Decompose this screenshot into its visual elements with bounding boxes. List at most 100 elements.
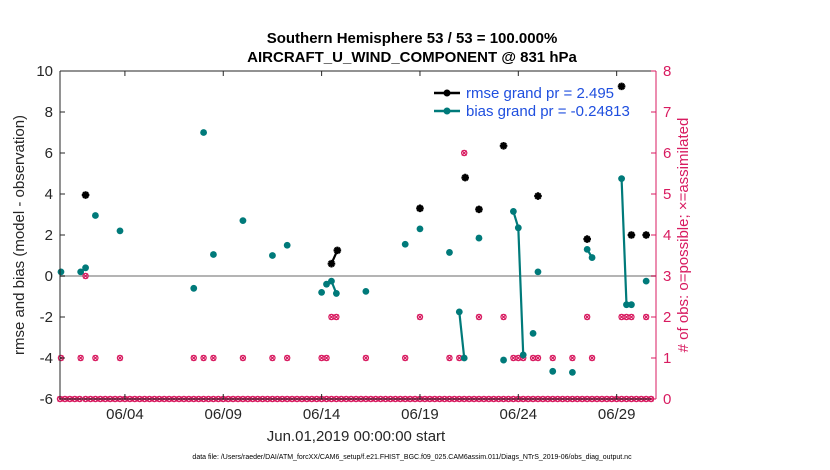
obs-possible-marker <box>82 272 89 280</box>
obs-possible-marker <box>534 354 542 362</box>
bias-point <box>57 268 65 276</box>
bias-point <box>519 351 527 359</box>
obs-possible-marker <box>269 354 276 362</box>
bias-point <box>623 301 630 309</box>
y-right-tick-label: 7 <box>663 104 671 121</box>
data-file-footer: data file: /Users/raeder/DAI/ATM_forcXX/… <box>192 454 632 461</box>
y-left-tick-label: 2 <box>45 227 53 244</box>
bias-point <box>534 268 542 276</box>
bias-point <box>588 254 596 261</box>
obs-assimilated-marker <box>417 314 423 320</box>
obs-possible-marker <box>588 354 596 362</box>
bias-point <box>328 277 335 285</box>
obs-assimilated-marker <box>589 355 595 361</box>
bias-point <box>500 356 507 364</box>
obs-possible-marker <box>333 313 340 321</box>
obs-assimilated-marker <box>328 314 335 320</box>
obs-assimilated-marker <box>628 314 635 320</box>
plot-area <box>56 70 657 403</box>
obs-assimilated-marker <box>643 314 649 320</box>
obs-assimilated-marker <box>456 355 463 361</box>
bias-point <box>475 234 483 242</box>
chart-title-line1: Southern Hemisphere 53 / 53 = 100.000% <box>267 30 558 47</box>
rmse-point-core <box>463 175 468 180</box>
rmse-point-core <box>329 261 334 266</box>
x-axis: 06/04 06/09 06/14 06/19 06/24 06/29 <box>106 71 635 423</box>
obs-assimilated-marker <box>190 355 197 361</box>
legend-bias-marker <box>443 107 451 115</box>
obs-assimilated-marker <box>200 355 207 361</box>
rmse-point-core <box>643 232 649 238</box>
obs-possible-marker <box>362 354 370 362</box>
bias-line <box>458 311 466 359</box>
bias-point <box>455 308 463 316</box>
bias-point <box>92 212 99 219</box>
obs-assimilated-marker <box>82 273 89 279</box>
bias-point <box>401 240 409 248</box>
obs-assimilated-marker <box>476 314 482 320</box>
x-tick-label: 06/19 <box>401 406 439 423</box>
y-left-tick-label: 8 <box>45 104 53 121</box>
obs-assimilated-marker <box>92 355 99 361</box>
obs-assimilated-marker <box>515 355 522 361</box>
y-left-tick-label: 6 <box>45 145 53 162</box>
obs-assimilated-marker <box>284 355 291 361</box>
obs-assimilated-marker <box>584 314 590 320</box>
y-right-tick-label: 1 <box>663 350 671 367</box>
bias-point <box>514 224 522 232</box>
y-left-tick-label: -2 <box>40 309 53 326</box>
rmse-point-core <box>619 84 624 89</box>
y-right-tick-label: 2 <box>663 309 671 326</box>
obs-possible-marker <box>239 354 247 362</box>
obs-possible-marker <box>92 354 99 362</box>
bias-point <box>529 330 537 337</box>
obs-assimilated-marker <box>530 355 536 361</box>
rmse-point-core <box>417 206 423 211</box>
obs-possible-marker <box>210 354 217 362</box>
legend-bias-label: bias grand pr = -0.24813 <box>466 103 630 120</box>
obs-possible-marker <box>475 313 483 321</box>
obs-possible-marker <box>628 313 635 321</box>
x-tick-label: 06/29 <box>598 406 636 423</box>
x-tick-label: 06/24 <box>500 406 538 423</box>
y-right-tick-label: 6 <box>663 145 671 162</box>
obs-possible-marker <box>642 313 650 321</box>
obs-assimilated-marker <box>500 314 507 320</box>
obs-assimilated-marker <box>618 314 625 320</box>
rmse-point-core <box>629 232 634 238</box>
y-axis-left-label: rmse and bias (model - observation) <box>11 115 28 355</box>
x-tick-label: 06/09 <box>204 406 242 423</box>
obs-assimilated-marker <box>77 355 84 361</box>
rmse-point-core <box>501 143 506 149</box>
y-right-tick-label: 4 <box>663 227 671 244</box>
legend-rmse-marker <box>443 89 451 97</box>
y-left-tick-label: -4 <box>40 350 53 367</box>
x-axis-label: Jun.01,2019 00:00:00 start <box>267 428 446 445</box>
obs-assimilated-marker <box>210 355 217 361</box>
obs-possible-marker <box>116 354 124 362</box>
obs-assimilated-marker <box>446 355 453 361</box>
x-tick-label: 06/14 <box>303 406 341 423</box>
obs-assimilated-marker <box>323 355 330 361</box>
obs-possible-marker <box>500 313 507 321</box>
obs-assimilated-marker <box>240 355 246 361</box>
obs-possible-marker <box>200 354 207 362</box>
bias-point <box>460 354 468 362</box>
bias-point <box>569 368 576 376</box>
y-left-tick-label: 10 <box>36 63 53 80</box>
bias-point <box>549 367 557 375</box>
bias-point <box>323 280 330 288</box>
rmse-point-core <box>83 192 88 198</box>
bias-point <box>509 208 517 215</box>
obs-assimilated-marker <box>402 355 409 361</box>
legend-rmse-label: rmse grand pr = 2.495 <box>466 85 614 102</box>
bias-point <box>116 227 124 235</box>
obs-assimilated-marker <box>510 355 517 361</box>
bias-point <box>82 264 89 272</box>
bias-point <box>583 245 591 253</box>
obs-possible-marker <box>77 354 84 362</box>
bias-point <box>618 175 625 183</box>
y-left-tick-label: -6 <box>40 391 53 408</box>
y-axis-right: 0 1 2 3 4 5 6 7 8 <box>651 63 671 408</box>
